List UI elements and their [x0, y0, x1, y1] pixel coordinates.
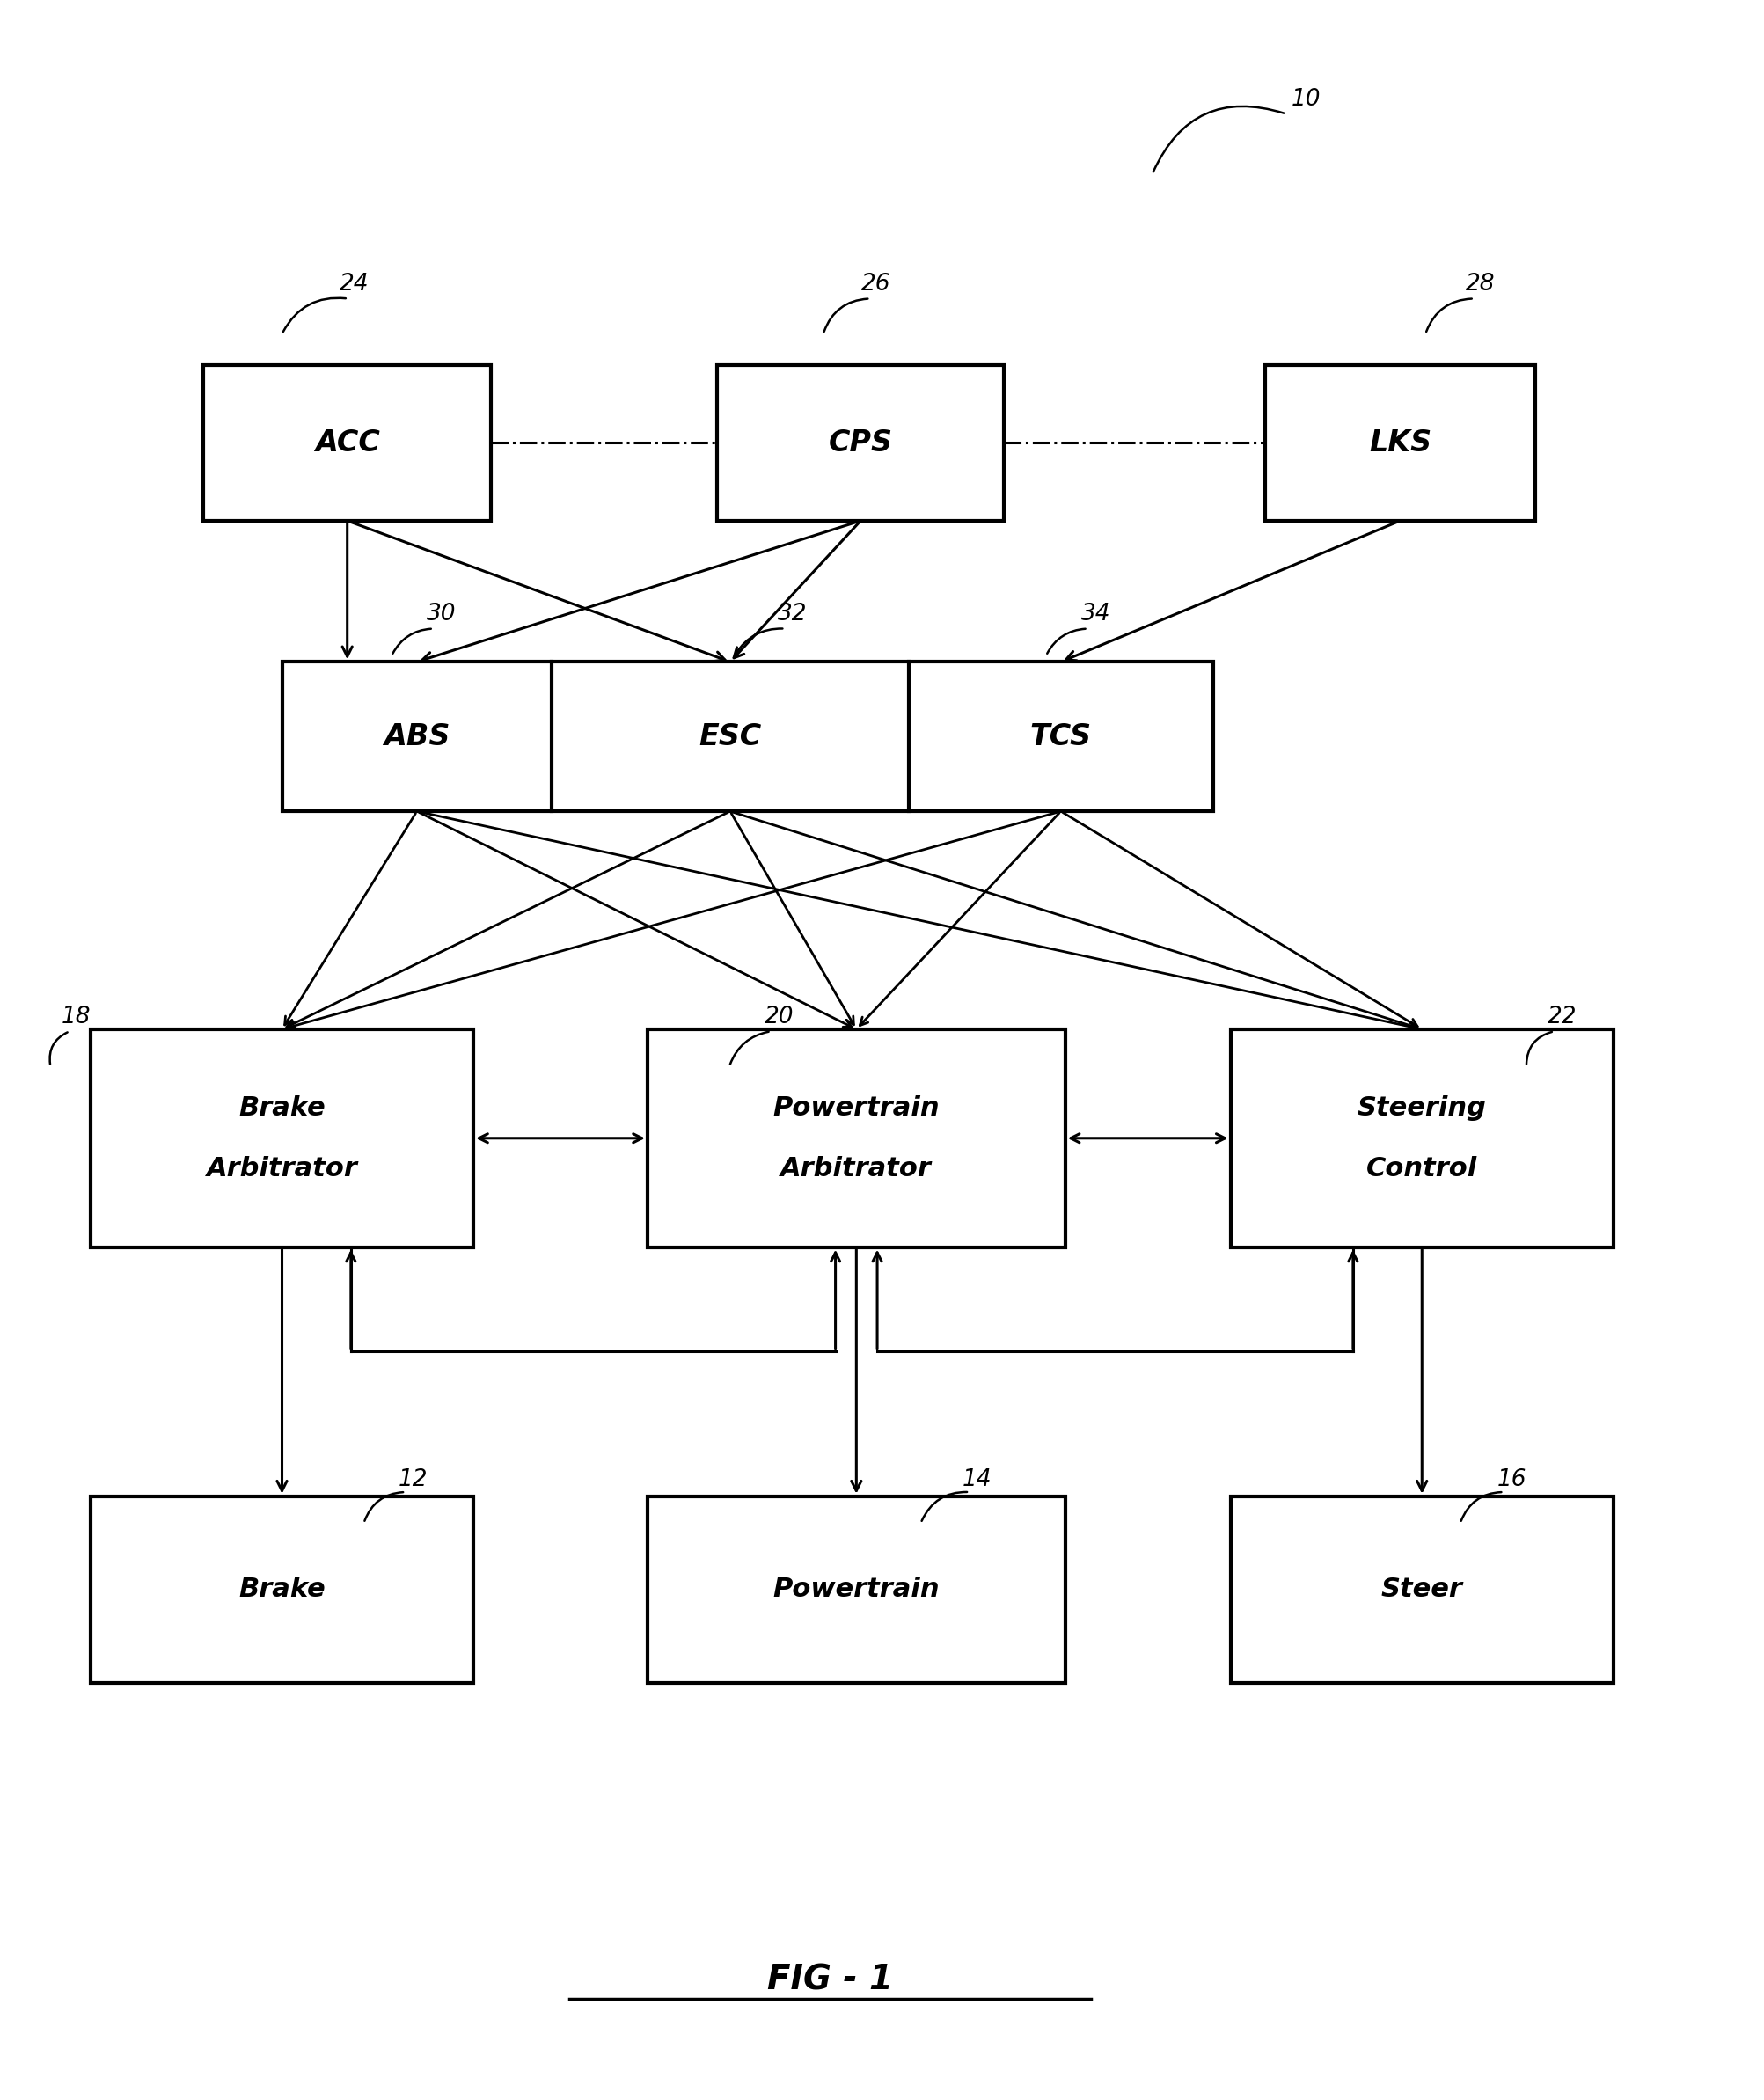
Text: 32: 32 — [778, 603, 808, 626]
Text: Powertrain: Powertrain — [773, 1577, 938, 1602]
FancyBboxPatch shape — [716, 365, 1004, 521]
Text: Arbitrator: Arbitrator — [780, 1155, 931, 1182]
Text: 18: 18 — [62, 1006, 90, 1029]
FancyBboxPatch shape — [282, 662, 1212, 811]
Text: 28: 28 — [1464, 273, 1494, 296]
FancyBboxPatch shape — [90, 1495, 473, 1682]
FancyBboxPatch shape — [1265, 365, 1535, 521]
Text: ACC: ACC — [314, 428, 379, 458]
Text: Brake: Brake — [238, 1577, 325, 1602]
Text: ABS: ABS — [383, 722, 450, 752]
Text: ESC: ESC — [699, 722, 760, 752]
FancyBboxPatch shape — [90, 1029, 473, 1247]
Text: Powertrain: Powertrain — [773, 1094, 938, 1121]
Text: FIG - 1: FIG - 1 — [767, 1964, 893, 1997]
Text: 22: 22 — [1547, 1006, 1575, 1029]
FancyBboxPatch shape — [1230, 1495, 1612, 1682]
Text: TCS: TCS — [1030, 722, 1092, 752]
FancyBboxPatch shape — [647, 1029, 1065, 1247]
Text: LKS: LKS — [1369, 428, 1431, 458]
Text: 20: 20 — [764, 1006, 794, 1029]
FancyBboxPatch shape — [1230, 1029, 1612, 1247]
Text: Control: Control — [1365, 1155, 1476, 1182]
Text: Steer: Steer — [1381, 1577, 1462, 1602]
Text: CPS: CPS — [827, 428, 893, 458]
Text: 14: 14 — [961, 1468, 991, 1491]
Text: 30: 30 — [427, 603, 455, 626]
Text: Arbitrator: Arbitrator — [206, 1155, 358, 1182]
Text: 12: 12 — [399, 1468, 429, 1491]
Text: 26: 26 — [861, 273, 891, 296]
Text: 24: 24 — [339, 273, 369, 296]
Text: 10: 10 — [1291, 88, 1319, 111]
Text: Steering: Steering — [1357, 1094, 1485, 1121]
FancyBboxPatch shape — [647, 1495, 1065, 1682]
Text: 34: 34 — [1080, 603, 1110, 626]
Text: 16: 16 — [1496, 1468, 1526, 1491]
FancyBboxPatch shape — [203, 365, 490, 521]
Text: Brake: Brake — [238, 1094, 325, 1121]
